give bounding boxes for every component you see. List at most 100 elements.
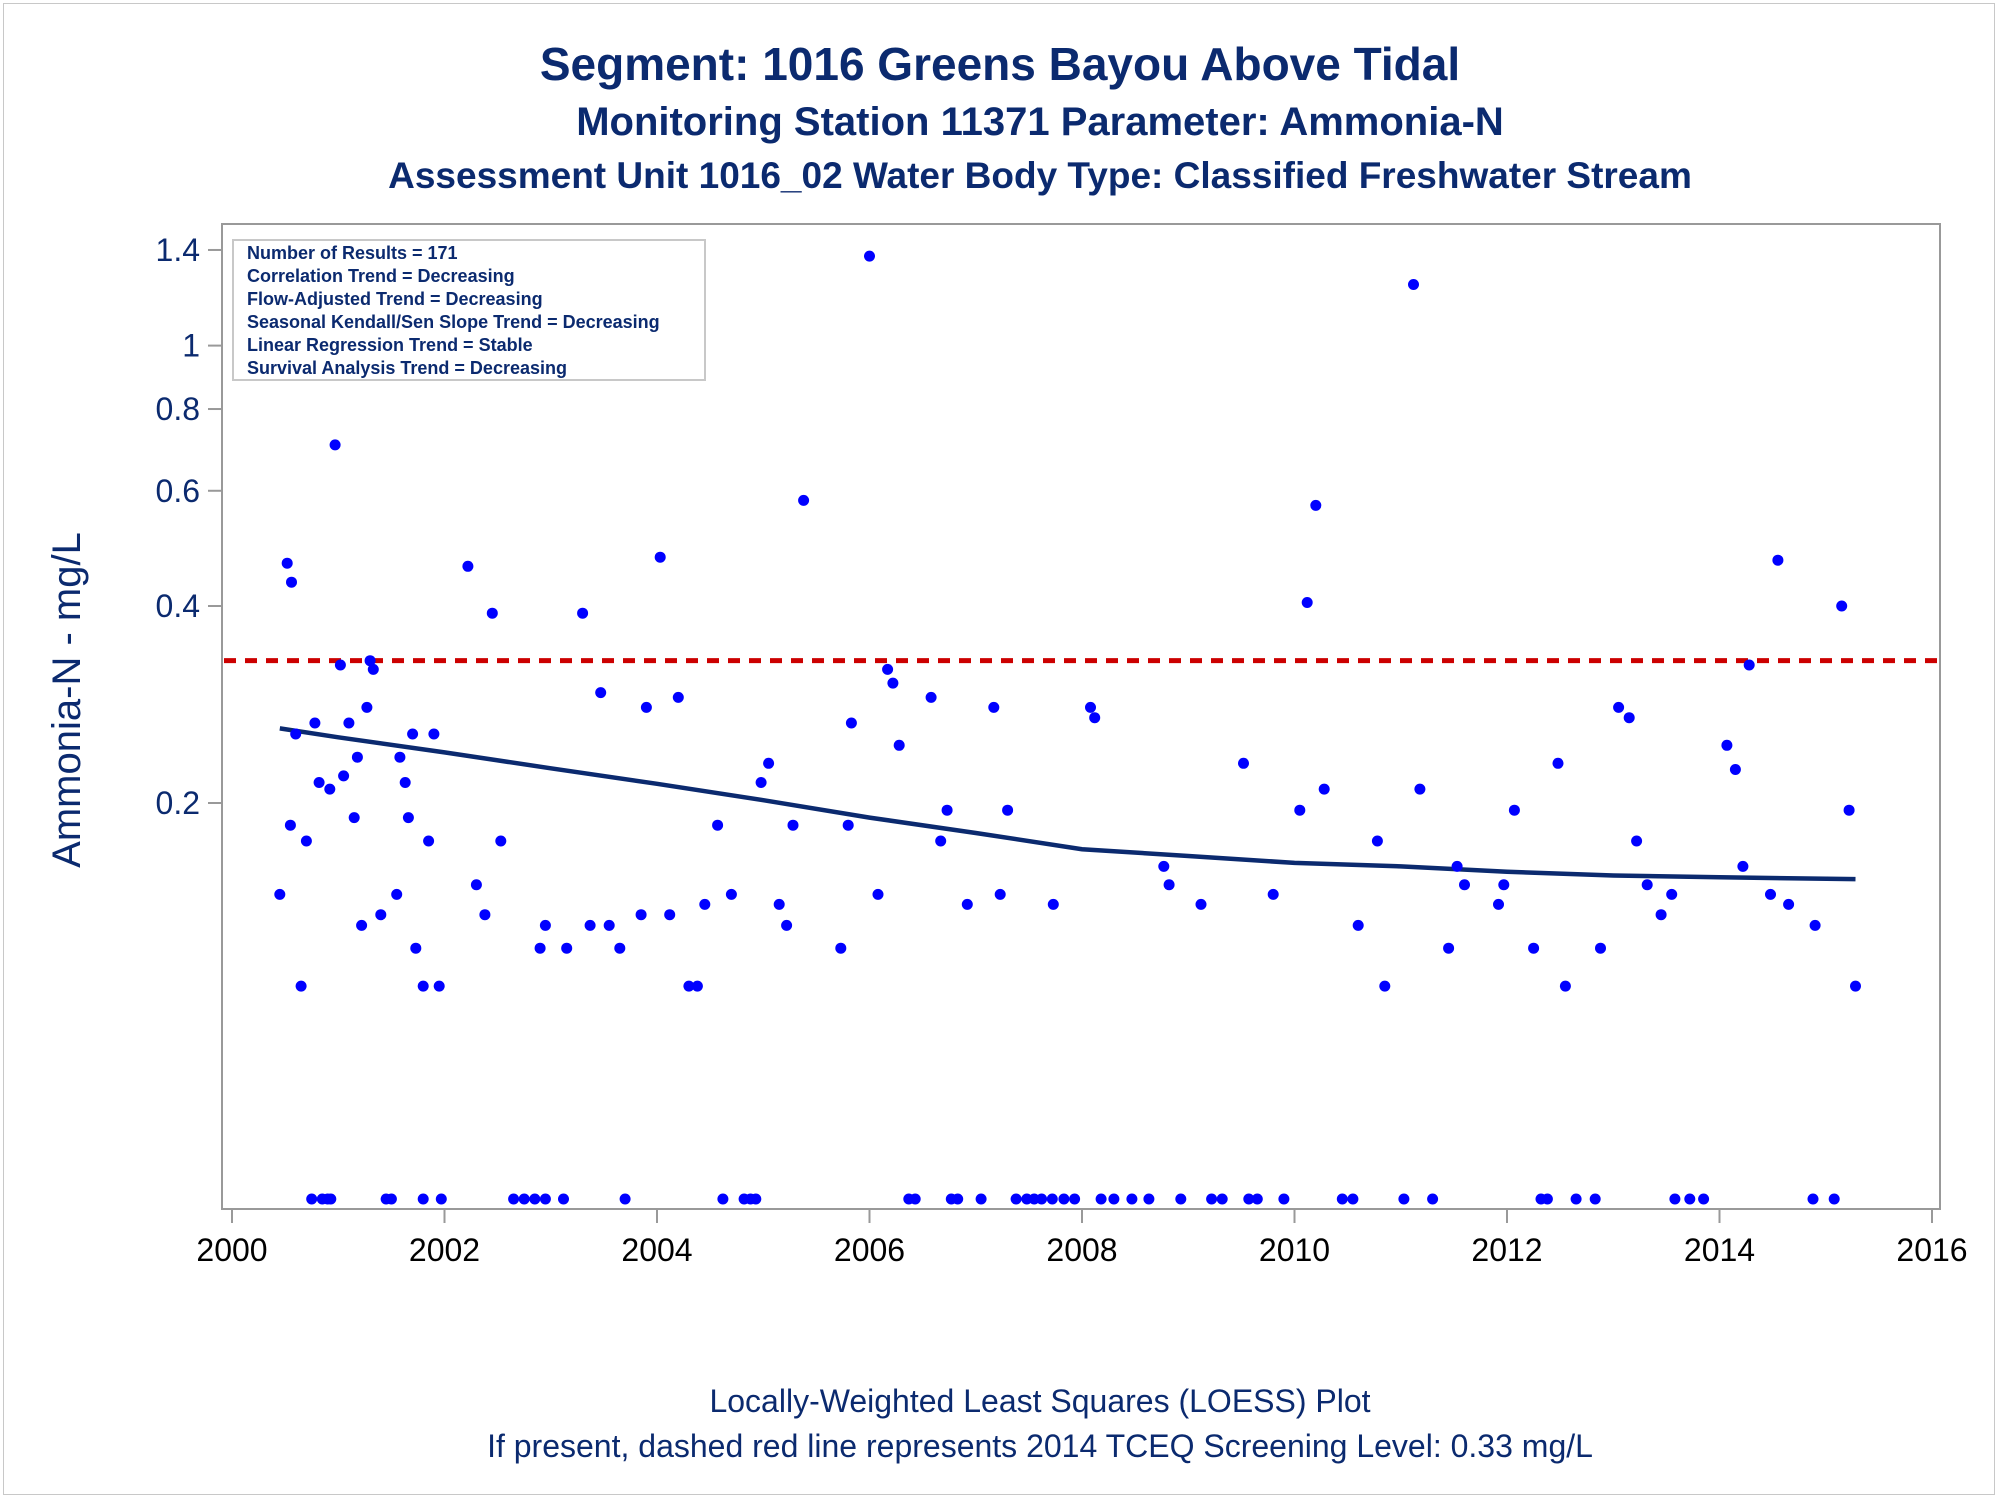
data-point [882,663,894,675]
data-point [577,607,589,619]
data-point [1666,888,1678,900]
data-point [988,701,1000,713]
non-detect-point [909,1193,921,1205]
y-axis: 0.2 0.4 0.6 0.8 1 1.4 [156,232,222,821]
data-point [1641,879,1653,891]
x-tick-label: 2012 [1471,1232,1542,1268]
non-detect-point [1143,1193,1155,1205]
chart-subtitle-station: Monitoring Station 11371 Parameter: Ammo… [576,100,1504,144]
data-point [433,980,445,992]
non-detect-point [1698,1193,1710,1205]
data-point [361,701,373,713]
data-point [864,250,875,262]
data-point [683,980,695,992]
info-correlation-trend: Correlation Trend = Decreasing [247,266,515,286]
data-point [300,835,312,847]
data-point [603,919,615,931]
y-tick-label: 1.4 [156,232,200,268]
data-point [274,888,286,900]
data-point [872,888,884,900]
non-detect-point [1216,1193,1228,1205]
non-detect-point [529,1193,541,1205]
info-box-frame [232,239,706,381]
data-point [394,751,406,763]
loess-line [279,726,1856,882]
data-point [351,751,363,763]
data-point [495,835,507,847]
data-point [1493,898,1504,910]
footer-loess-note: Locally-Weighted Least Squares (LOESS) P… [709,1383,1371,1419]
non-detect-point [1541,1193,1553,1205]
data-point [1002,804,1014,816]
data-point [1613,701,1625,713]
y-tick-label: 0.8 [156,391,200,427]
data-point [1772,554,1784,566]
non-detect-point [325,1193,337,1205]
data-point [334,659,346,671]
data-point [391,888,403,900]
data-point [842,819,854,831]
non-detect-point [435,1193,447,1205]
data-point [1379,980,1391,992]
data-point [755,777,767,788]
info-number-of-results: Number of Results = 171 [247,243,458,263]
non-detect-point [306,1193,318,1205]
non-detect-point [1347,1193,1359,1205]
non-detect-point [1669,1193,1681,1205]
data-point [835,942,847,954]
data-point [462,560,474,572]
non-detect-point [1126,1193,1138,1205]
non-detect-point [417,1193,429,1205]
data-point [367,663,379,675]
data-point [893,739,905,751]
data-point [407,728,419,740]
data-point [338,770,350,782]
x-tick-label: 2008 [1046,1232,1117,1268]
chart-frame [3,3,1995,1495]
data-point [1310,499,1322,511]
data-point [1408,279,1419,290]
data-point [1783,898,1795,910]
data-point [1451,860,1463,872]
data-point [1443,942,1455,954]
data-point [1085,701,1096,713]
non-detect-point [539,1193,551,1205]
data-point [712,819,724,831]
data-point [925,691,937,703]
data-point [691,980,703,992]
non-detect-point [1251,1193,1263,1205]
data-point [614,942,626,954]
data-point [1195,898,1207,910]
data-point [994,888,1006,900]
info-linear-regression-trend: Linear Regression Trend = Stable [247,335,533,355]
data-point [534,942,546,954]
data-point [356,919,368,931]
data-point [539,919,551,931]
trend-info-box: Number of Results = 171 Correlation Tren… [232,239,706,381]
non-detect-points [306,1193,1840,1205]
non-detect-point [952,1193,964,1205]
y-tick-label: 0.6 [156,473,200,509]
non-detect-point [1108,1193,1120,1205]
non-detect-point [558,1193,569,1205]
x-tick-label: 2006 [834,1232,905,1268]
non-detect-point [1336,1193,1348,1205]
data-point [725,888,737,900]
data-point [1238,757,1249,769]
data-point [324,783,336,795]
non-detect-point [750,1193,762,1205]
y-tick-label: 1 [182,328,200,364]
data-point [1267,888,1279,900]
data-point [1850,980,1861,992]
data-point [428,728,440,740]
data-point [781,919,793,931]
data-point [1352,919,1364,931]
data-point [699,898,711,910]
data-point [1737,860,1749,872]
non-detect-point [1095,1193,1107,1205]
non-detect-point [1828,1193,1840,1205]
data-point [1843,804,1855,816]
data-point [1089,712,1101,724]
data-point [1371,835,1383,847]
